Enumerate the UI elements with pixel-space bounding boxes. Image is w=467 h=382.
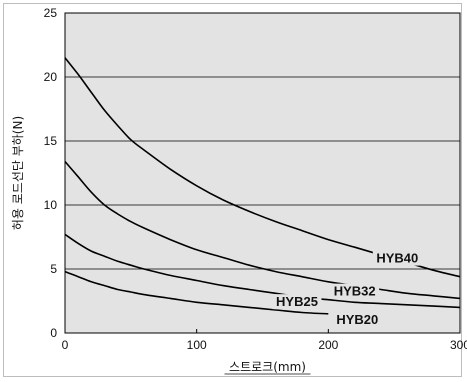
y-axis-ticks: 0 5 10 15 20 25: [44, 6, 58, 340]
series-label-backdrop: [330, 283, 380, 299]
series-label-hyb32: HYB32: [334, 284, 376, 299]
plot-border: [64, 12, 461, 334]
series-label-hyb20: HYB20: [336, 312, 378, 327]
series-label-backdrop: [372, 250, 422, 266]
series-lines: [64, 57, 461, 315]
x-axis-ticks: 0 100 200 300: [62, 329, 467, 352]
y-tick-label: 20: [44, 70, 58, 84]
x-tick-label: 100: [187, 338, 207, 352]
series-label-backdrop: [272, 294, 322, 310]
x-tick-label: 0: [62, 338, 69, 352]
series-label-hyb40: HYB40: [376, 251, 418, 266]
y-axis-label: 허용 로드선단 부하(N): [11, 116, 25, 230]
y-tick-label: 5: [50, 262, 57, 276]
y-tick-label: 15: [44, 134, 58, 148]
series-labels: HYB40 HYB32 HYB25 HYB20: [272, 250, 422, 327]
x-axis-label: 스트로크(mm): [229, 360, 306, 374]
y-tick-label: 25: [44, 6, 58, 20]
y-tick-label: 0: [50, 326, 57, 340]
series-line-hyb32: [64, 160, 461, 300]
x-tick-label: 200: [318, 338, 338, 352]
series-line-hyb20: [64, 270, 329, 315]
y-tick-label: 10: [44, 198, 58, 212]
series-line-hyb25: [64, 233, 461, 309]
series-label-hyb25: HYB25: [276, 294, 318, 309]
series-label-backdrop: [333, 311, 383, 327]
x-tick-label: 300: [450, 338, 467, 352]
plot-area: [65, 13, 460, 333]
